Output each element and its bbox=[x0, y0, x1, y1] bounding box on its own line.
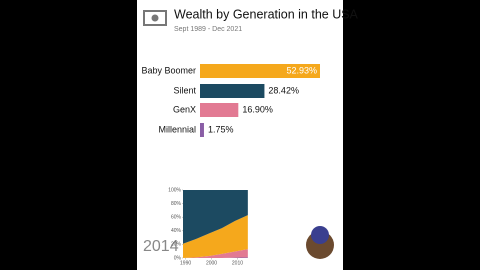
bar bbox=[200, 64, 320, 78]
area bbox=[183, 249, 248, 258]
value-label: 16.90% bbox=[242, 104, 273, 114]
bar bbox=[200, 103, 239, 117]
category-label: Silent bbox=[173, 85, 196, 95]
mascot bbox=[306, 226, 334, 259]
y-tick-label: 40% bbox=[171, 228, 182, 234]
y-tick-label: 80% bbox=[171, 201, 182, 207]
category-label: Baby Boomer bbox=[141, 65, 196, 75]
category-label: Millennial bbox=[158, 124, 196, 134]
area bbox=[183, 257, 248, 258]
y-tick-label: 60% bbox=[171, 215, 182, 221]
money-icon bbox=[143, 10, 167, 26]
x-tick-label: 2010 bbox=[232, 260, 243, 266]
bar bbox=[200, 84, 265, 98]
value-label: 1.75% bbox=[208, 124, 234, 134]
year-label: 2014 bbox=[143, 238, 179, 255]
value-label: 28.42% bbox=[268, 85, 299, 95]
area bbox=[183, 190, 248, 244]
x-tick-label: 2000 bbox=[206, 260, 217, 266]
category-label: GenX bbox=[173, 104, 196, 114]
value-label: 52.93% bbox=[286, 65, 317, 75]
title: Wealth by Generation in the USA bbox=[174, 7, 359, 21]
y-tick-label: 0% bbox=[174, 255, 182, 261]
subtitle: Sept 1989 - Dec 2021 bbox=[174, 26, 242, 33]
bar bbox=[200, 123, 204, 137]
y-tick-label: 100% bbox=[168, 187, 181, 193]
x-tick-label: 1990 bbox=[180, 260, 191, 266]
y-tick-label: 20% bbox=[171, 242, 182, 248]
area bbox=[183, 215, 248, 258]
